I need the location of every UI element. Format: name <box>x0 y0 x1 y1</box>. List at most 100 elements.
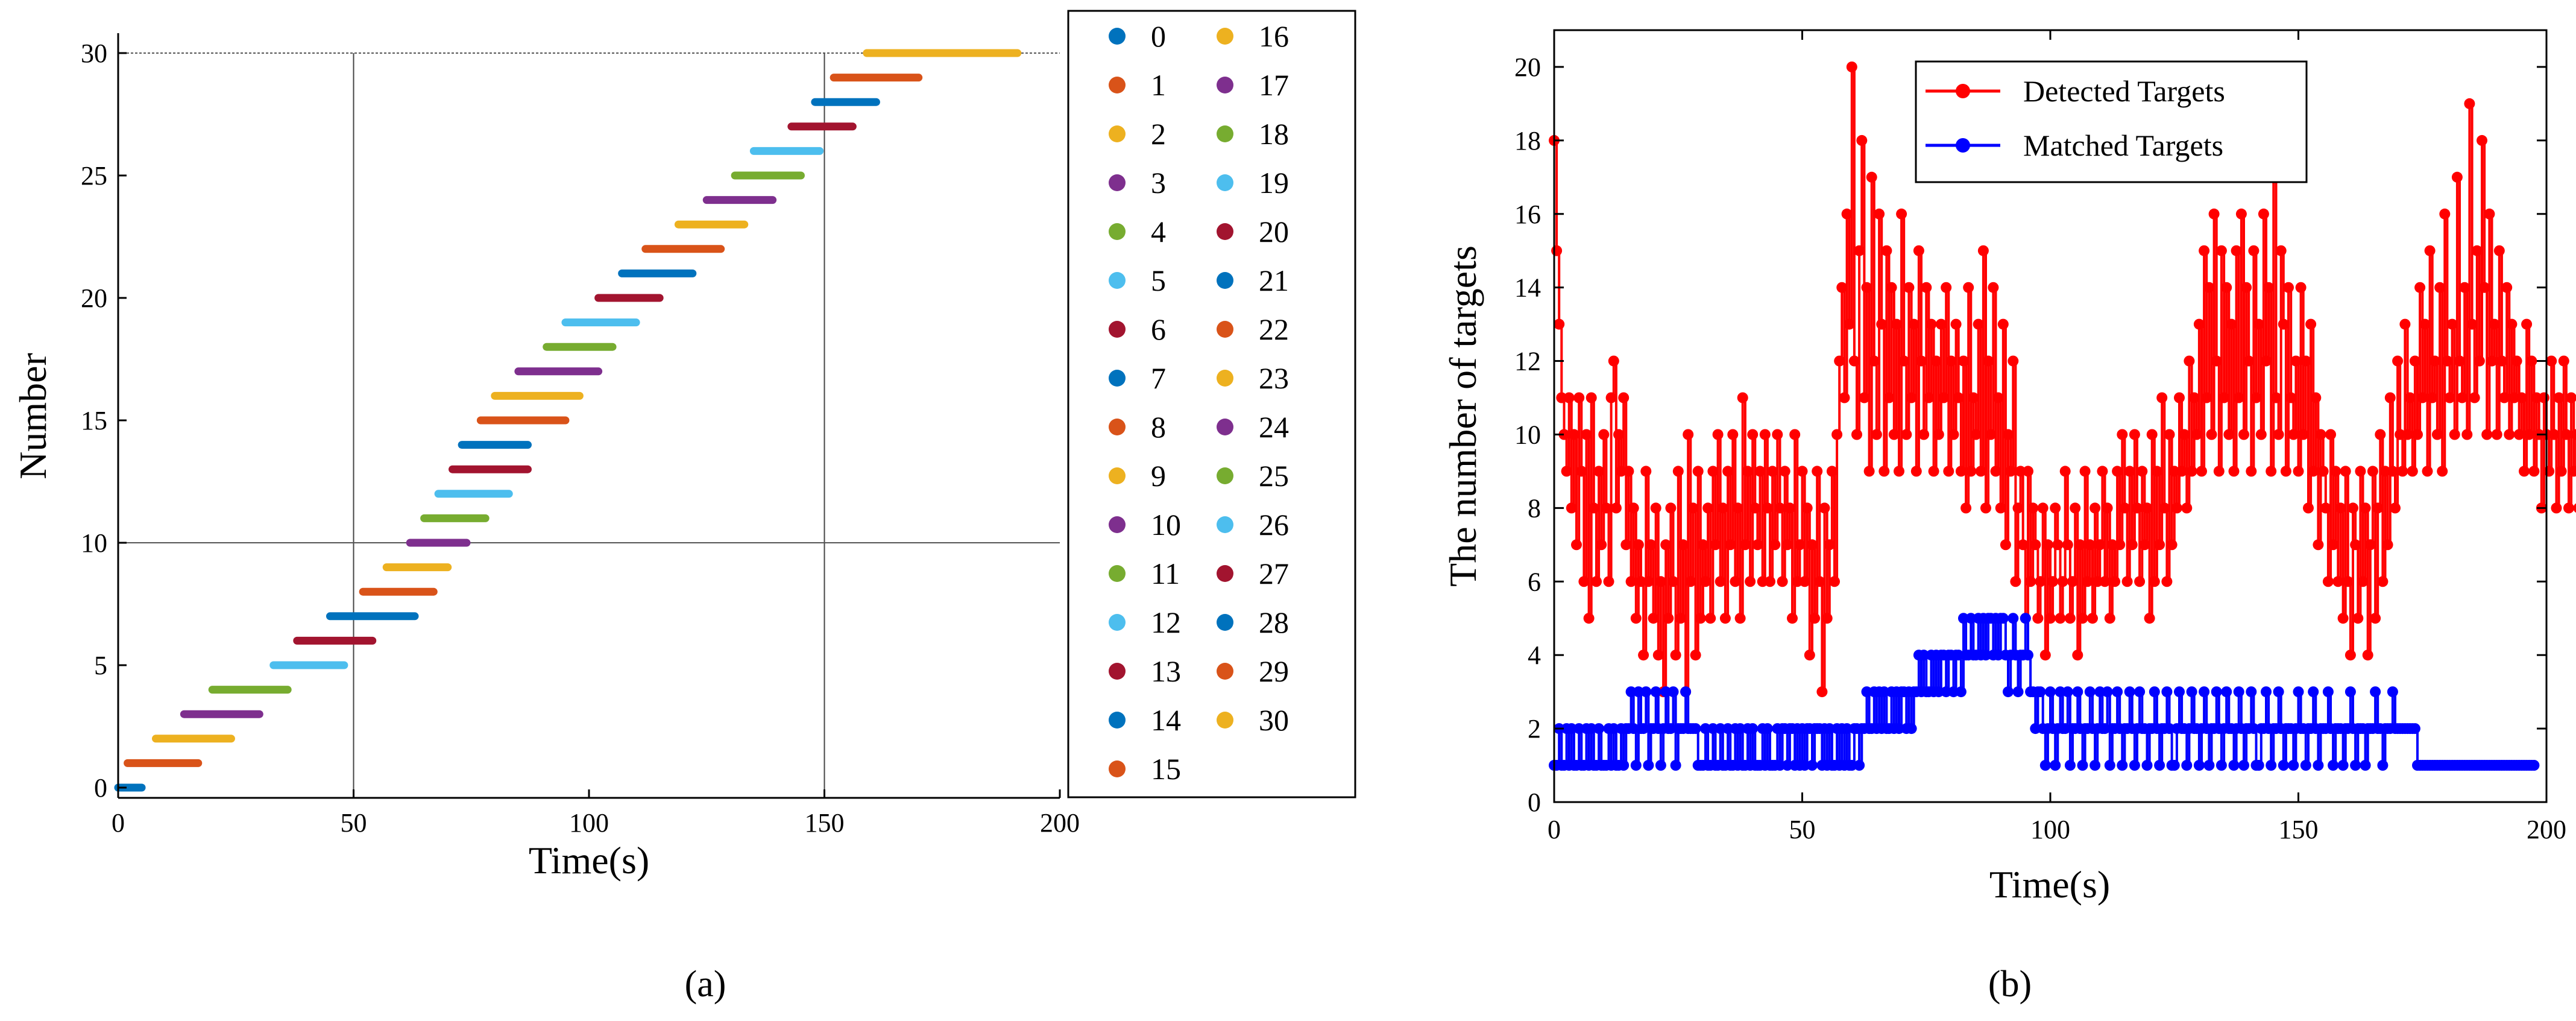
chart-b-point <box>1809 613 1821 624</box>
chart-b-point <box>2213 466 2225 477</box>
chart-b-point <box>1844 318 1855 330</box>
chart-b-point <box>1973 318 1984 330</box>
chart-b-point <box>2350 539 2361 551</box>
chart-a-legend-label-9: 9 <box>1151 459 1166 493</box>
chart-a-ytick-label: 10 <box>81 528 107 558</box>
chart-b-point <box>1950 318 1962 330</box>
chart-b-point <box>2446 318 2458 330</box>
chart-b-point <box>2161 576 2173 587</box>
chart-b-point <box>1921 282 1932 293</box>
chart-b-point <box>1588 502 1599 514</box>
chart-b-series-detected <box>1549 62 2576 698</box>
chart-a-legend-marker-16 <box>1217 28 1233 45</box>
chart-b-point <box>1640 466 1652 477</box>
chart-b-point <box>1901 429 1912 440</box>
chart-b-point <box>1630 760 1642 771</box>
chart-b-point <box>1554 318 1565 330</box>
chart-b-point <box>1941 686 1952 698</box>
chart-b-point <box>2310 392 2322 403</box>
chart-a-legend-label-18: 18 <box>1259 117 1289 151</box>
chart-b-point <box>1960 502 1972 514</box>
chart-b-point <box>1955 686 1967 698</box>
chart-b-point <box>2573 503 2576 513</box>
chart-b-point <box>2342 576 2354 587</box>
chart-b-point <box>1593 723 1605 735</box>
chart-b-point <box>1933 686 1944 698</box>
chart-b-point <box>2168 760 2180 771</box>
chart-b-point <box>1896 208 1907 220</box>
chart-b-point <box>2199 245 2210 256</box>
chart-b-point <box>2493 245 2505 256</box>
chart-b-point <box>2149 576 2160 587</box>
chart-a-legend-marker-23 <box>1217 370 1233 387</box>
chart-b-point <box>1645 539 1657 551</box>
chart-b-point <box>1747 723 1759 735</box>
chart-b-point <box>1970 429 1982 440</box>
chart-b-point <box>2102 686 2113 698</box>
chart-b-point <box>2528 760 2540 771</box>
chart-b-legend-label-1: Matched Targets <box>2023 128 2223 162</box>
chart-b-point <box>2035 576 2046 587</box>
chart-b-point <box>1705 613 1716 624</box>
chart-b-point <box>2360 502 2371 514</box>
chart-a-legend-label-2: 2 <box>1151 117 1166 151</box>
chart-b-point <box>2010 576 2021 587</box>
chart-b-point <box>2243 355 2255 367</box>
chart-a-legend-label-14: 14 <box>1151 703 1181 737</box>
chart-b-point <box>2451 171 2463 183</box>
chart-b-point <box>2250 392 2262 403</box>
chart-b-point <box>2166 539 2178 551</box>
chart-b-point <box>2059 466 2071 477</box>
chart-a-legend-marker-9 <box>1109 467 1126 484</box>
chart-a-legend-label-8: 8 <box>1151 410 1166 444</box>
chart-a-legend-label-22: 22 <box>1259 312 1289 346</box>
chart-b-point <box>1737 392 1748 403</box>
chart-a-legend-marker-20 <box>1217 223 1233 240</box>
chart-b-point <box>2233 392 2244 403</box>
chart-b-point <box>2238 429 2249 440</box>
chart-b-point <box>2325 429 2336 440</box>
chart-b-point <box>1874 208 1885 220</box>
chart-b-point <box>1787 613 1798 624</box>
chart-b-point <box>1628 502 1639 514</box>
chart-b-point <box>1650 686 1661 698</box>
chart-b-point <box>2556 466 2567 477</box>
chart-b-ytick-label: 16 <box>1514 200 1541 229</box>
chart-b-point <box>2023 650 2033 661</box>
chart-b-point <box>2159 502 2170 514</box>
chart-b-point <box>2027 502 2039 514</box>
chart-a-xlabel: Time(s) <box>529 839 649 882</box>
chart-b-point <box>1834 355 1845 367</box>
chart-b-point <box>1812 466 1823 477</box>
chart-b-point <box>2208 208 2220 220</box>
chart-b-point <box>1774 502 1786 514</box>
chart-b-point <box>2387 686 2398 698</box>
chart-b-point <box>1655 576 1666 587</box>
chart-b-point <box>2181 760 2193 771</box>
chart-a-legend-marker-24 <box>1217 419 1233 435</box>
chart-a-legend-marker-6 <box>1109 321 1126 338</box>
chart-b-point <box>1739 539 1751 551</box>
chart-b-point <box>2266 760 2277 771</box>
chart-a-legend-label-11: 11 <box>1151 557 1180 590</box>
chart-b-point <box>1566 723 1577 735</box>
chart-b-point <box>1695 613 1706 624</box>
chart-a-legend-marker-27 <box>1217 565 1233 582</box>
chart-b-point <box>1804 650 1815 661</box>
chart-b-point <box>2079 466 2091 477</box>
chart-b-point <box>1846 760 1857 771</box>
chart-b-point <box>2350 760 2361 771</box>
chart-b-point <box>1789 429 1801 440</box>
chart-b-point <box>1586 392 1597 403</box>
chart-b-point <box>1692 466 1704 477</box>
chart-b-point <box>1799 760 1810 771</box>
chart-b-point <box>1616 466 1627 477</box>
chart-b-point <box>2114 539 2126 551</box>
chart-b-point <box>1779 466 1790 477</box>
chart-b-point <box>2174 392 2185 403</box>
chart-b-point <box>2171 502 2182 514</box>
chart-b-point <box>2055 686 2066 698</box>
chart-b-point <box>1618 392 1630 403</box>
chart-b-point <box>2248 723 2260 735</box>
chart-b-point <box>1576 466 1587 477</box>
